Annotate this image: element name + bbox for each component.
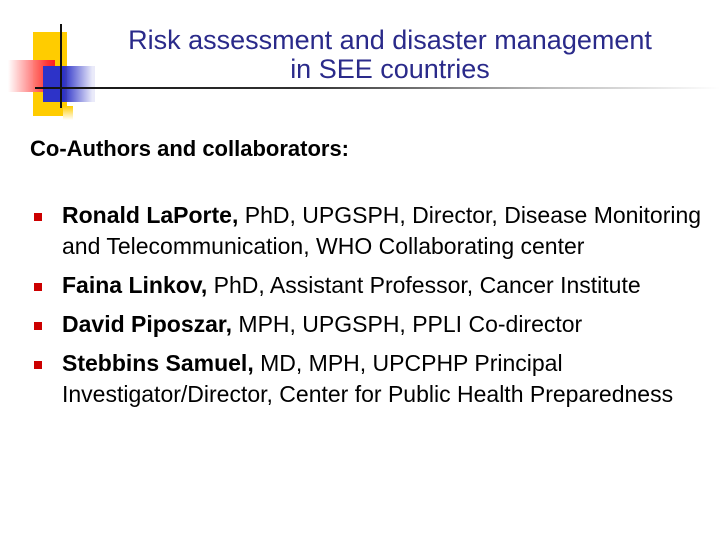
author-details: MD, MPH, UPCPHP Principal Investigator/D… (62, 350, 674, 407)
author-name: David Piposzar, (62, 311, 233, 337)
list-item: Stebbins Samuel, MD, MPH, UPCPHP Princip… (30, 348, 710, 410)
square-bullet-icon (34, 213, 42, 221)
title-line-2: in SEE countries (290, 54, 490, 84)
decor-blue-block (43, 66, 95, 102)
square-bullet-icon (34, 361, 42, 369)
author-name: Stebbins Samuel, (62, 350, 254, 376)
decor-vertical-line (60, 24, 62, 108)
square-bullet-icon (34, 283, 42, 291)
title-line-1: Risk assessment and disaster management (128, 25, 652, 55)
co-author-list: Ronald LaPorte, PhD, UPGSPH, Director, D… (30, 200, 710, 418)
decor-yellow-fade (63, 106, 73, 120)
author-name: Faina Linkov, (62, 272, 208, 298)
list-item: David Piposzar, MPH, UPGSPH, PPLI Co-dir… (30, 309, 710, 340)
decor-horizontal-line (35, 87, 720, 89)
author-details: PhD, Assistant Professor, Cancer Institu… (207, 272, 641, 298)
list-item: Faina Linkov, PhD, Assistant Professor, … (30, 270, 710, 301)
author-details: PhD, UPGSPH, Director, Disease Monitorin… (62, 202, 702, 259)
author-details: MPH, UPGSPH, PPLI Co-director (232, 311, 583, 337)
slide-title: Risk assessment and disaster management … (70, 26, 710, 84)
square-bullet-icon (34, 322, 42, 330)
author-name: Ronald LaPorte, (62, 202, 239, 228)
slide-subtitle: Co-Authors and collaborators: (30, 136, 350, 161)
list-item: Ronald LaPorte, PhD, UPGSPH, Director, D… (30, 200, 710, 262)
